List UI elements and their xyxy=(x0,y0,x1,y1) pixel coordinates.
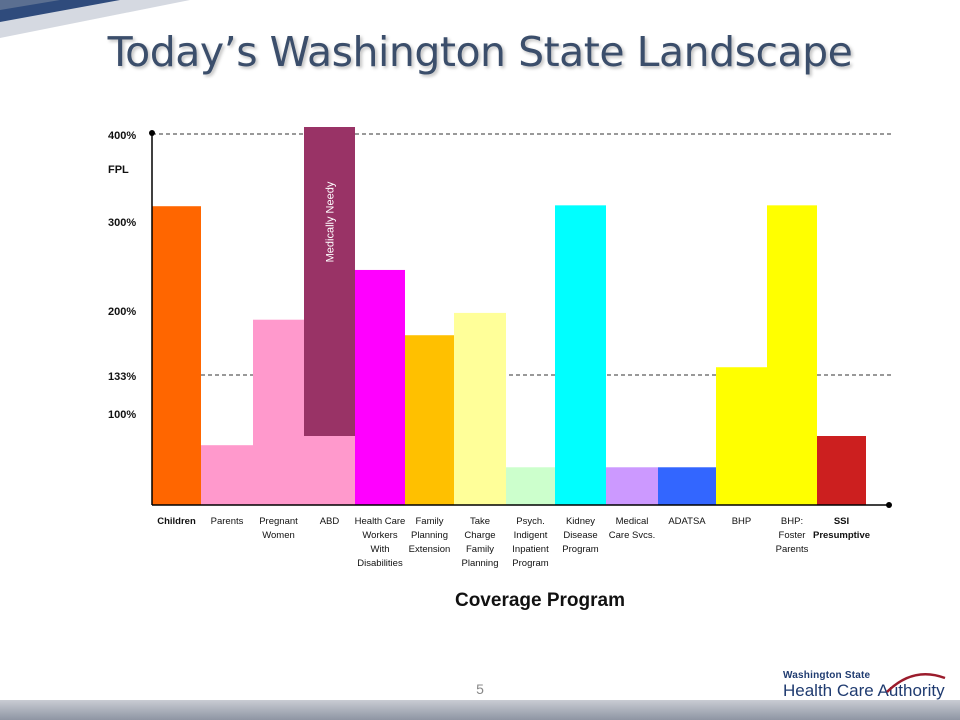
x-tick-label: BHP xyxy=(732,516,752,527)
bar xyxy=(253,319,304,505)
bar xyxy=(817,436,866,505)
bar xyxy=(767,205,817,505)
top-decoration-band xyxy=(0,0,190,38)
logo-swoosh-icon xyxy=(886,672,946,693)
logo-line-bottom: Health Care Authority xyxy=(783,681,945,700)
bar xyxy=(454,312,506,505)
hca-logo: Washington State Health Care Authority xyxy=(783,670,953,706)
logo-line-top: Washington State xyxy=(783,670,871,681)
overlay-bar-medically-needy xyxy=(304,127,355,436)
page-number: 5 xyxy=(476,681,484,697)
x-tick-label: Children xyxy=(157,516,196,527)
bar xyxy=(201,445,253,505)
overlay-label: Medically Needy xyxy=(325,181,337,262)
x-tick-label: Family Planning Extension xyxy=(409,516,451,555)
x-tick-label: Parents xyxy=(211,516,244,527)
y-tick-label: 200% xyxy=(108,306,136,318)
x-tick-label: Medical Care Svcs. xyxy=(609,516,655,541)
bar xyxy=(716,367,767,505)
x-axis-end-dot xyxy=(886,502,892,508)
bar xyxy=(355,269,405,505)
x-tick-label: ADATSA xyxy=(668,516,706,527)
bar xyxy=(555,205,606,505)
x-tick-label: Kidney Disease Program xyxy=(562,516,599,555)
x-tick-label: Take Charge Family Planning xyxy=(462,516,499,569)
y-tick-label: 133% xyxy=(108,371,136,383)
bar xyxy=(506,467,555,505)
bar xyxy=(658,467,716,505)
x-tick-label: ABD xyxy=(320,516,340,527)
fpl-bar-chart: Medically Needy 100% 133% 200% 300% 400% FPL Ch… xyxy=(108,127,893,569)
bottom-decoration-band xyxy=(0,700,960,720)
x-tick-label: Health Care Workers With Disabilities xyxy=(355,516,406,569)
bar xyxy=(405,335,454,505)
y-tick-label: 300% xyxy=(108,217,136,229)
bar xyxy=(152,206,201,505)
bar xyxy=(606,467,658,505)
bar xyxy=(304,436,355,505)
x-tick-label: BHP: Foster Parents xyxy=(776,516,809,555)
x-tick-label: Pregnant Women xyxy=(259,516,298,541)
y-tick-label: 400% xyxy=(108,130,136,142)
x-tick-label: SSI Presumptive xyxy=(813,516,870,541)
x-axis-title: Coverage Program xyxy=(454,590,625,611)
y-axis-label: FPL xyxy=(108,164,129,176)
x-tick-label: Psych. Indigent Inpatient Program xyxy=(512,516,549,569)
y-axis-end-dot xyxy=(149,130,155,136)
slide-title: Today’s Washington State Landscape xyxy=(107,28,853,76)
y-tick-label: 100% xyxy=(108,409,136,421)
